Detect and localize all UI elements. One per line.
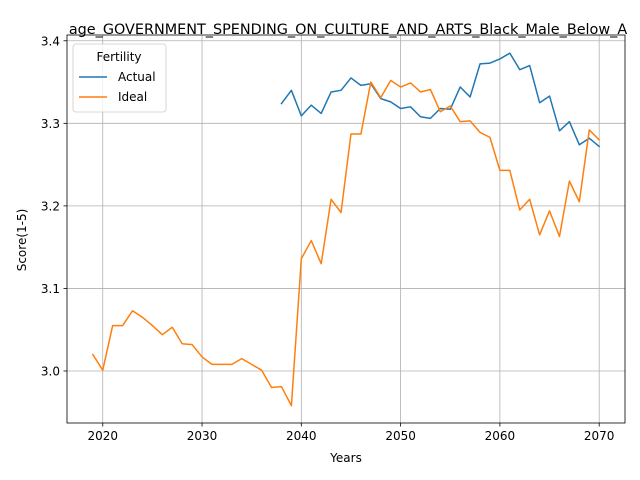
- x-tick-label: 2020: [87, 429, 118, 443]
- y-tick-label: 3.0: [41, 364, 60, 378]
- x-tick-label: 2050: [385, 429, 416, 443]
- x-tick-label: 2070: [584, 429, 615, 443]
- x-tick-label: 2040: [286, 429, 317, 443]
- y-tick-label: 3.2: [41, 199, 60, 213]
- y-tick-label: 3.3: [41, 117, 60, 131]
- legend-title: Fertility: [96, 50, 141, 64]
- x-tick-label: 2060: [485, 429, 516, 443]
- legend: Fertility Actual Ideal: [73, 44, 166, 112]
- legend-label-actual: Actual: [118, 70, 156, 84]
- y-tick-label: 3.1: [41, 282, 60, 296]
- y-tick-label: 3.4: [41, 34, 60, 48]
- x-tick-label: 2030: [187, 429, 218, 443]
- chart-title: age_GOVERNMENT_SPENDING_ON_CULTURE_AND_A…: [69, 22, 628, 38]
- legend-label-ideal: Ideal: [118, 90, 147, 104]
- y-axis-label: Score(1-5): [15, 209, 29, 272]
- x-axis-label: Years: [329, 451, 362, 465]
